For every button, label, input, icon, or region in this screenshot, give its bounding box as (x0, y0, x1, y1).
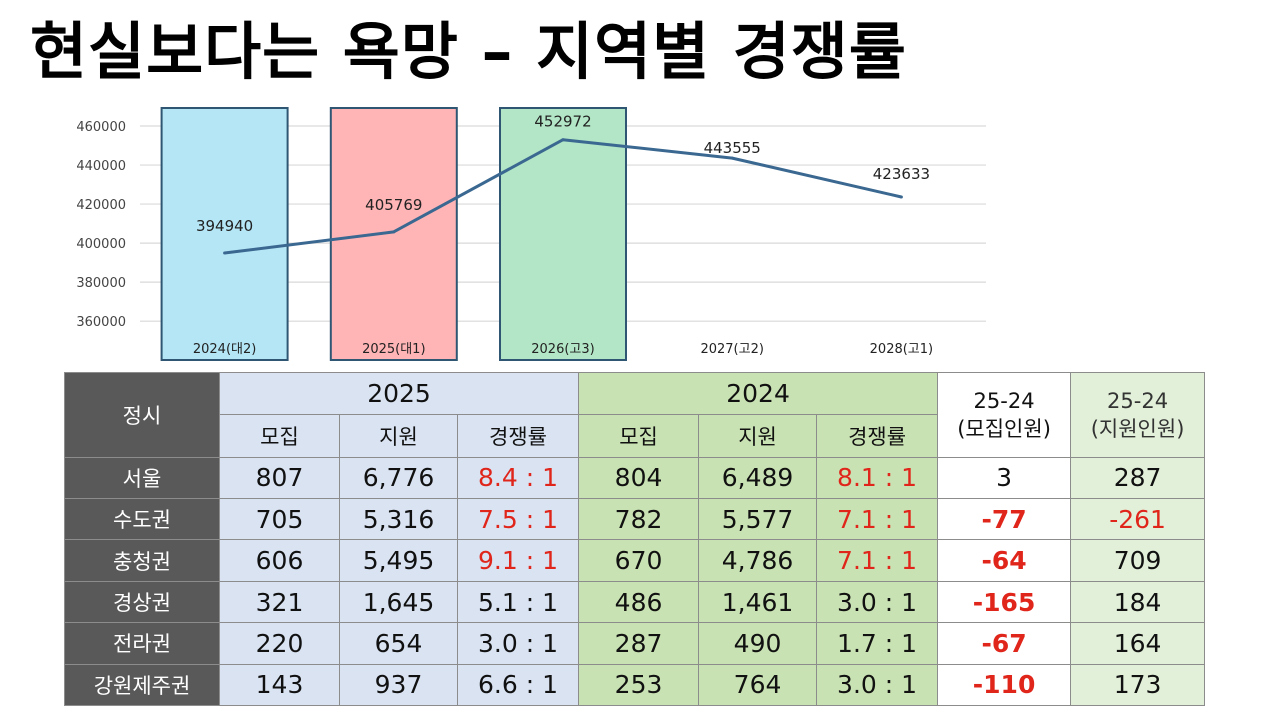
applicants-cell: 1,645 (339, 580, 458, 624)
table-row: 전라권 220 654 3.0 : 1 287 490 1.7 : 1 -67 … (64, 622, 1206, 665)
recruit-cell: 705 (219, 498, 340, 541)
region-cell: 강원제주권 (64, 663, 220, 707)
applicants-cell: 5,577 (698, 498, 818, 541)
table-row: 충청권 606 5,495 9.1 : 1 670 4,786 7.1 : 1 … (64, 539, 1206, 582)
ratio-cell: 7.5 : 1 (456, 498, 580, 541)
table-row: 경상권 321 1,645 5.1 : 1 486 1,461 3.0 : 1 … (64, 580, 1206, 624)
recruit-cell: 670 (578, 539, 700, 582)
ratio-cell: 3.0 : 1 (456, 622, 580, 665)
applicants-cell: 1,461 (698, 580, 818, 624)
diff-recruit-cell: 3 (937, 456, 1072, 500)
recruit-cell: 606 (219, 539, 340, 582)
diff-recruit-cell: -64 (937, 539, 1072, 582)
diff-recruit-cell: -67 (937, 622, 1072, 665)
recruit-cell: 782 (578, 498, 700, 541)
diff-applicant-cell: -261 (1070, 498, 1206, 541)
corner-header: 정시 (64, 372, 220, 458)
recruit-cell: 220 (219, 622, 340, 665)
y-tick-label: 420000 (76, 198, 126, 213)
recruit-cell: 804 (578, 456, 700, 500)
region-cell: 전라권 (64, 622, 220, 665)
diff-applicant-header: 25-24 (지원인원) (1070, 372, 1206, 458)
ratio-cell: 7.1 : 1 (816, 539, 939, 582)
applicants-cell: 5,316 (339, 498, 458, 541)
region-cell: 서울 (64, 456, 220, 500)
diff-applicant-cell: 164 (1070, 622, 1206, 665)
applicants-cell: 5,495 (339, 539, 458, 582)
table-row: 수도권 705 5,316 7.5 : 1 782 5,577 7.1 : 1 … (64, 498, 1206, 541)
ratio-cell: 3.0 : 1 (816, 663, 939, 707)
highlight-box (499, 107, 627, 361)
x-tick-label: 2024(대2) (193, 342, 256, 357)
subheader-applicants: 지원 (698, 414, 818, 458)
diff-applicant-cell: 184 (1070, 580, 1206, 624)
data-label: 423633 (873, 165, 930, 183)
data-label: 452972 (534, 113, 591, 131)
applicants-cell: 4,786 (698, 539, 818, 582)
region-cell: 수도권 (64, 498, 220, 541)
ratio-cell: 7.1 : 1 (816, 498, 939, 541)
x-tick-label: 2025(대1) (362, 342, 425, 357)
x-tick-label: 2026(고3) (531, 342, 594, 357)
ratio-cell: 8.1 : 1 (816, 456, 939, 500)
applicants-cell: 654 (339, 622, 458, 665)
x-tick-label: 2027(고2) (700, 342, 763, 357)
group-header-2024: 2024 (578, 371, 939, 416)
group-header-2025: 2025 (218, 371, 580, 416)
data-label: 394940 (196, 217, 253, 235)
diff-recruit-cell: -165 (937, 580, 1072, 624)
data-label: 443555 (704, 139, 761, 157)
recruit-cell: 253 (578, 663, 700, 707)
data-point (899, 195, 903, 199)
recruit-cell: 486 (578, 580, 700, 624)
ratio-cell: 1.7 : 1 (816, 622, 939, 665)
data-point (730, 156, 734, 160)
slide-title: 현실보다는 욕망 – 지역별 경쟁률 (30, 15, 907, 88)
ratio-cell: 9.1 : 1 (456, 539, 580, 582)
subheader-applicants: 지원 (339, 414, 458, 458)
diff-applicant-cell: 709 (1070, 539, 1206, 582)
data-label: 405769 (365, 196, 422, 214)
recruit-cell: 143 (219, 663, 340, 707)
ratio-cell: 3.0 : 1 (816, 580, 939, 624)
diff-applicant-cell: 287 (1070, 456, 1206, 500)
subheader-ratio: 경쟁률 (816, 414, 939, 458)
y-tick-label: 400000 (76, 237, 126, 252)
applicants-cell: 490 (698, 622, 818, 665)
data-point (392, 230, 396, 234)
region-cell: 충청권 (64, 539, 220, 582)
applicants-cell: 6,776 (339, 456, 458, 500)
applicants-cell: 6,489 (698, 456, 818, 500)
diff-recruit-cell: -110 (937, 663, 1072, 707)
table-row: 강원제주권 143 937 6.6 : 1 253 764 3.0 : 1 -1… (64, 663, 1206, 707)
subheader-recruit: 모집 (578, 414, 700, 458)
recruit-cell: 321 (219, 580, 340, 624)
ratio-cell: 8.4 : 1 (456, 456, 580, 500)
competition-table: 정시 2025 2024 25-24 (모집인원) 25-24 (지원인원) 모집 … (64, 371, 1206, 707)
applicants-cell: 937 (339, 663, 458, 707)
data-point (561, 138, 565, 142)
line-chart: 460000 440000 420000 400000 380000 360000 3949… (76, 107, 986, 361)
diff-recruit-cell: -77 (937, 498, 1072, 541)
subheader-recruit: 모집 (219, 414, 340, 458)
recruit-cell: 807 (219, 456, 340, 500)
highlight-box (160, 107, 289, 361)
diff-recruit-header: 25-24 (모집인원) (937, 372, 1072, 458)
table-row: 서울 807 6,776 8.4 : 1 804 6,489 8.1 : 1 3… (64, 456, 1206, 500)
y-tick-label: 440000 (76, 159, 126, 174)
subheader-ratio: 경쟁률 (456, 414, 580, 458)
x-tick-label: 2028(고1) (870, 342, 933, 357)
applicants-cell: 764 (698, 663, 818, 707)
ratio-cell: 5.1 : 1 (456, 580, 580, 624)
data-point (223, 251, 227, 255)
y-tick-label: 460000 (76, 120, 126, 135)
diff-applicant-cell: 173 (1070, 663, 1206, 707)
recruit-cell: 287 (578, 622, 700, 665)
highlight-box (329, 107, 458, 361)
ratio-cell: 6.6 : 1 (456, 663, 580, 707)
y-tick-label: 360000 (76, 315, 126, 330)
y-tick-label: 380000 (76, 276, 126, 291)
region-cell: 경상권 (64, 580, 220, 624)
